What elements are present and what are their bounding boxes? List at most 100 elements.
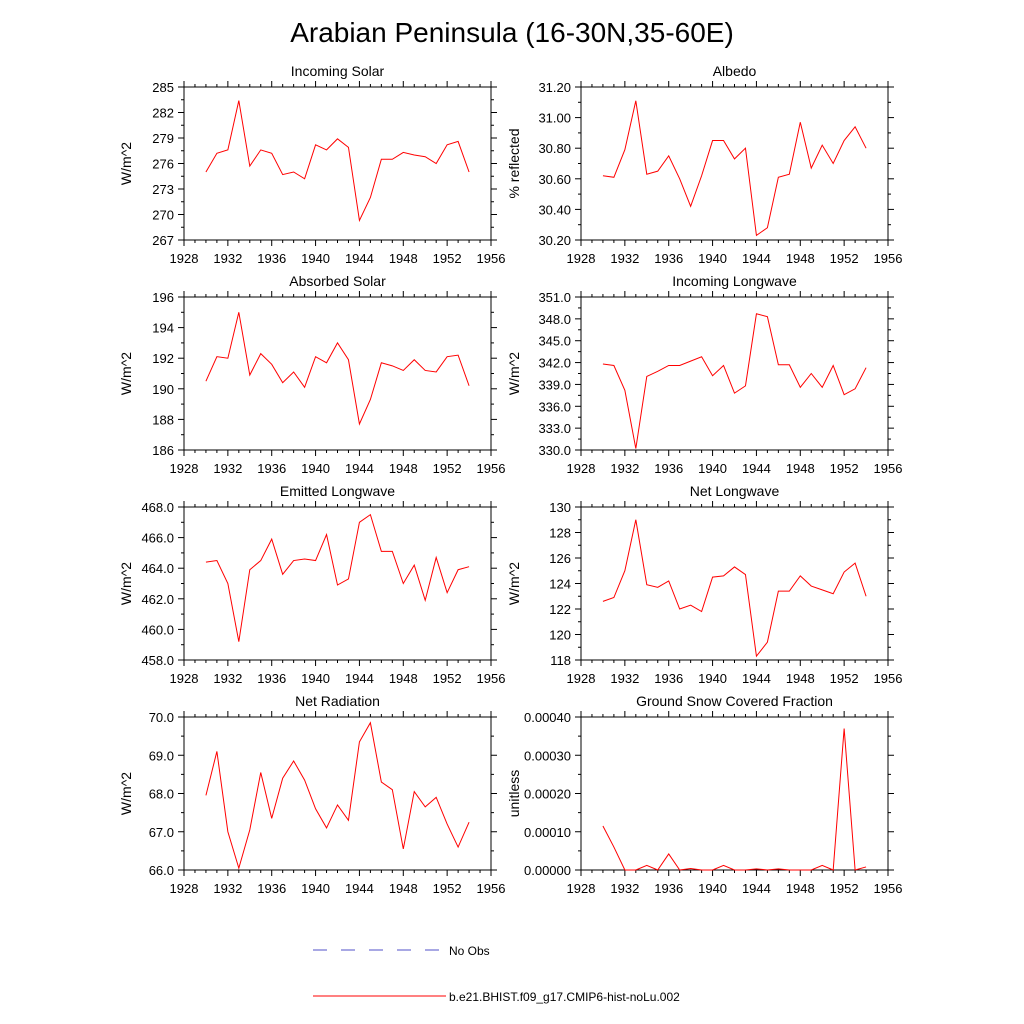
x-tick-label: 1932 (213, 251, 242, 266)
x-tick-label: 1956 (874, 251, 903, 266)
y-tick-label: 276 (152, 157, 174, 172)
legend: No Obs b.e21.BHIST.f09_g17.CMIP6-hist-no… (313, 944, 680, 1004)
y-tick-label: 267 (152, 233, 174, 248)
x-tick-label: 1956 (477, 251, 506, 266)
y-tick-label: 464.0 (141, 561, 174, 576)
x-tick-label: 1948 (786, 881, 815, 896)
x-tick-label: 1952 (830, 671, 859, 686)
x-tick-label: 1948 (389, 881, 418, 896)
x-tick-label: 1952 (830, 881, 859, 896)
y-tick-label: 67.0 (149, 825, 174, 840)
y-tick-label: 345.0 (538, 334, 571, 349)
panel-title: Net Longwave (690, 483, 780, 499)
x-tick-label: 1928 (567, 881, 596, 896)
x-tick-label: 1948 (786, 671, 815, 686)
x-tick-label: 1928 (170, 881, 199, 896)
x-tick-label: 1948 (786, 251, 815, 266)
x-tick-label: 1932 (610, 671, 639, 686)
series-line-albedo (602, 100, 867, 237)
x-tick-label: 1944 (742, 671, 771, 686)
y-tick-label: 122 (549, 602, 571, 617)
y-tick-label: 31.00 (538, 111, 571, 126)
y-tick-label: 68.0 (149, 787, 174, 802)
y-tick-label: 192 (152, 351, 174, 366)
y-tick-label: 0.00020 (524, 787, 571, 802)
x-tick-label: 1936 (654, 251, 683, 266)
x-tick-label: 1936 (654, 671, 683, 686)
y-tick-label: 342.0 (538, 356, 571, 371)
panel-title: Emitted Longwave (280, 483, 395, 499)
x-tick-label: 1944 (345, 251, 374, 266)
y-tick-label: 333.0 (538, 421, 571, 436)
plot-frame (580, 86, 889, 241)
x-tick-label: 1928 (567, 461, 596, 476)
y-tick-label: 188 (152, 412, 174, 427)
series-line-ground-snow-covered-fraction (602, 728, 867, 871)
panel-net-radiation: Net Radiation 1928 1932 1936 1940 1944 1948 195… (118, 693, 505, 896)
y-tick-label: 466.0 (141, 531, 174, 546)
plot-frame (183, 86, 492, 241)
y-tick-label: 0.00000 (524, 863, 571, 878)
y-tick-label: 196 (152, 290, 174, 305)
x-tick-label: 1940 (698, 251, 727, 266)
panels: Incoming Solar 1928 1932 1936 1940 1944 1948 19… (118, 63, 902, 896)
x-tick-label: 1948 (389, 461, 418, 476)
x-tick-label: 1940 (698, 881, 727, 896)
x-tick-label: 1936 (257, 881, 286, 896)
y-tick-label: 270 (152, 208, 174, 223)
y-tick-label: 130 (549, 500, 571, 515)
x-tick-label: 1952 (433, 881, 462, 896)
panel-title: Incoming Solar (291, 63, 385, 79)
y-tick-label: 339.0 (538, 377, 571, 392)
panel-incoming-solar: Incoming Solar 1928 1932 1936 1940 1944 1948 19… (118, 63, 505, 266)
y-tick-label: 348.0 (538, 312, 571, 327)
x-tick-label: 1936 (654, 461, 683, 476)
x-tick-label: 1936 (257, 671, 286, 686)
x-tick-label: 1944 (345, 881, 374, 896)
x-tick-label: 1948 (786, 461, 815, 476)
y-axis-label: W/m^2 (506, 562, 522, 605)
x-tick-label: 1940 (698, 671, 727, 686)
panel-absorbed-solar: Absorbed Solar 1928 1932 1936 1940 1944 1948 19… (118, 273, 505, 476)
x-tick-label: 1956 (874, 461, 903, 476)
x-tick-label: 1932 (610, 881, 639, 896)
legend-model-label: b.e21.BHIST.f09_g17.CMIP6-hist-noLu.002 (449, 990, 680, 1004)
x-tick-label: 1952 (433, 251, 462, 266)
panel-title: Net Radiation (295, 693, 380, 709)
y-tick-label: 0.00030 (524, 748, 571, 763)
plot-frame (580, 296, 889, 451)
y-tick-label: 126 (549, 551, 571, 566)
series-line-incoming-solar (205, 100, 470, 223)
x-tick-label: 1932 (213, 881, 242, 896)
y-axis-label: W/m^2 (506, 352, 522, 395)
x-tick-label: 1928 (170, 251, 199, 266)
y-tick-label: 468.0 (141, 500, 174, 515)
x-tick-label: 1940 (301, 251, 330, 266)
panel-albedo: Albedo 1928 1932 1936 1940 1944 1948 1952 1956 30… (506, 63, 902, 266)
x-tick-label: 1948 (389, 251, 418, 266)
x-tick-label: 1952 (433, 461, 462, 476)
x-tick-label: 1952 (433, 671, 462, 686)
x-tick-label: 1952 (830, 251, 859, 266)
y-tick-label: 69.0 (149, 748, 174, 763)
y-tick-label: 30.20 (538, 233, 571, 248)
y-tick-label: 31.20 (538, 80, 571, 95)
y-tick-label: 460.0 (141, 622, 174, 637)
x-tick-label: 1944 (742, 251, 771, 266)
series-line-emitted-longwave (205, 513, 470, 642)
y-tick-label: 124 (549, 577, 571, 592)
y-tick-label: 128 (549, 526, 571, 541)
y-tick-label: 0.00010 (524, 825, 571, 840)
x-tick-label: 1940 (301, 671, 330, 686)
panel-title: Incoming Longwave (672, 273, 797, 289)
y-tick-label: 282 (152, 106, 174, 121)
y-tick-label: 118 (550, 653, 571, 668)
x-tick-label: 1956 (477, 671, 506, 686)
panel-ground-snow-covered-fraction: Ground Snow Covered Fraction 1928 1932 1936… (506, 693, 902, 896)
y-tick-label: 194 (152, 321, 174, 336)
x-tick-label: 1940 (698, 461, 727, 476)
y-tick-label: 30.40 (538, 202, 571, 217)
panel-title: Absorbed Solar (289, 273, 386, 289)
y-axis-label: unitless (506, 770, 522, 817)
x-tick-label: 1940 (301, 881, 330, 896)
